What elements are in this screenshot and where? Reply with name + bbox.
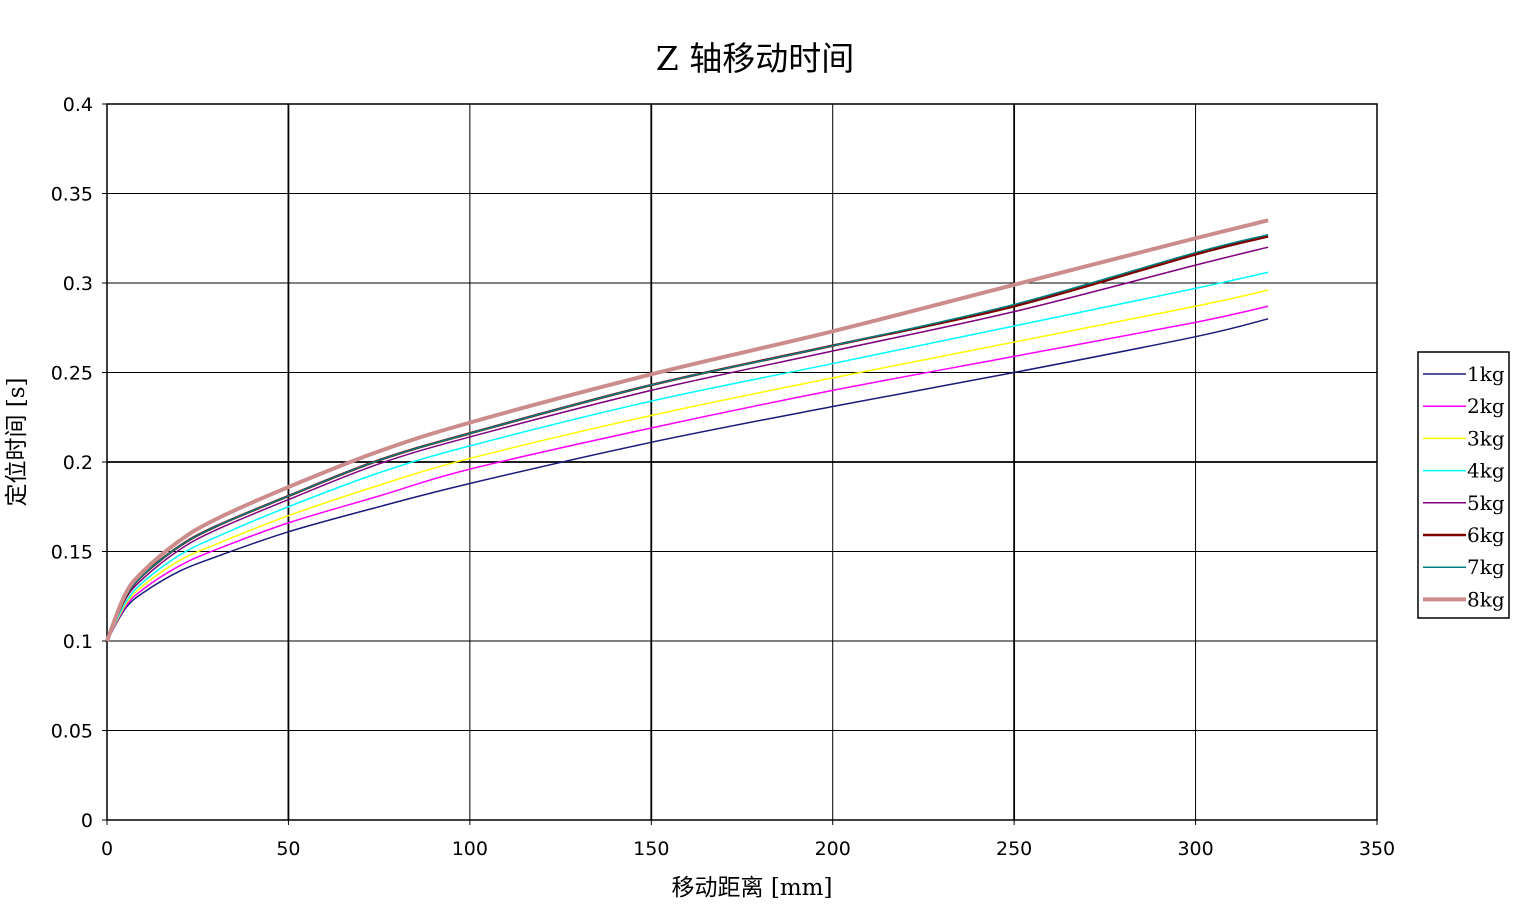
series-line-8kg bbox=[105, 218, 1269, 642]
legend-label: 8kg bbox=[1467, 587, 1505, 611]
series-line-5kg bbox=[106, 246, 1269, 642]
series-line-2kg bbox=[106, 305, 1269, 642]
y-tick-label: 0.05 bbox=[51, 721, 93, 743]
legend-label: 6kg bbox=[1467, 523, 1505, 547]
legend-label: 4kg bbox=[1467, 459, 1505, 483]
series-line-6kg bbox=[105, 235, 1269, 642]
series-line-1kg bbox=[106, 318, 1269, 642]
y-axis-label: 定位时间 [s] bbox=[4, 377, 30, 506]
legend-label: 7kg bbox=[1467, 555, 1505, 579]
legend-item: 4kg bbox=[1423, 459, 1505, 483]
y-tick-label: 0.2 bbox=[63, 452, 93, 474]
y-tick-label: 0.15 bbox=[51, 542, 93, 564]
y-tick-label: 0.25 bbox=[51, 363, 93, 385]
y-tick-label: 0.3 bbox=[63, 273, 93, 295]
legend-item: 2kg bbox=[1423, 394, 1505, 418]
series-lines bbox=[105, 218, 1269, 642]
x-tick-label: 150 bbox=[633, 838, 669, 860]
y-axis-ticks: 0 0.05 0.1 0.15 0.2 0.25 0.3 0.35 0.4 bbox=[51, 94, 107, 832]
legend-item: 3kg bbox=[1423, 426, 1505, 450]
legend-item: 8kg bbox=[1423, 587, 1505, 611]
legend-label: 1kg bbox=[1467, 362, 1505, 386]
legend-item: 1kg bbox=[1423, 362, 1505, 386]
y-tick-label: 0.35 bbox=[51, 184, 93, 206]
x-tick-label: 50 bbox=[276, 838, 300, 860]
series-line-3kg bbox=[106, 289, 1269, 642]
chart-title: Z 轴移动时间 bbox=[656, 39, 854, 78]
x-tick-label: 250 bbox=[996, 838, 1032, 860]
x-axis-label: 移动距离 [mm] bbox=[672, 875, 833, 901]
legend: 1kg 2kg 3kg 4kg 5kg 6kg 7kg 8kg bbox=[1417, 351, 1510, 619]
y-tick-label: 0 bbox=[81, 810, 93, 832]
legend-item: 7kg bbox=[1423, 555, 1505, 579]
legend-box bbox=[1417, 351, 1510, 619]
series-line-4kg bbox=[106, 271, 1269, 642]
x-tick-label: 0 bbox=[101, 838, 113, 860]
x-axis-ticks: 0 50 100 150 200 250 300 350 bbox=[101, 820, 1395, 860]
x-tick-label: 100 bbox=[452, 838, 488, 860]
legend-items: 1kg 2kg 3kg 4kg 5kg 6kg 7kg 8kg bbox=[1423, 362, 1505, 611]
y-tick-label: 0.1 bbox=[63, 631, 93, 653]
series-line-7kg bbox=[106, 233, 1269, 642]
grid bbox=[107, 104, 1377, 820]
legend-label: 2kg bbox=[1467, 394, 1505, 418]
legend-label: 3kg bbox=[1467, 426, 1505, 450]
legend-label: 5kg bbox=[1467, 491, 1505, 515]
legend-item: 5kg bbox=[1423, 491, 1505, 515]
x-tick-label: 200 bbox=[815, 838, 851, 860]
x-tick-label: 350 bbox=[1359, 838, 1395, 860]
y-tick-label: 0.4 bbox=[63, 94, 93, 116]
x-tick-label: 300 bbox=[1177, 838, 1213, 860]
legend-item: 6kg bbox=[1423, 523, 1505, 547]
